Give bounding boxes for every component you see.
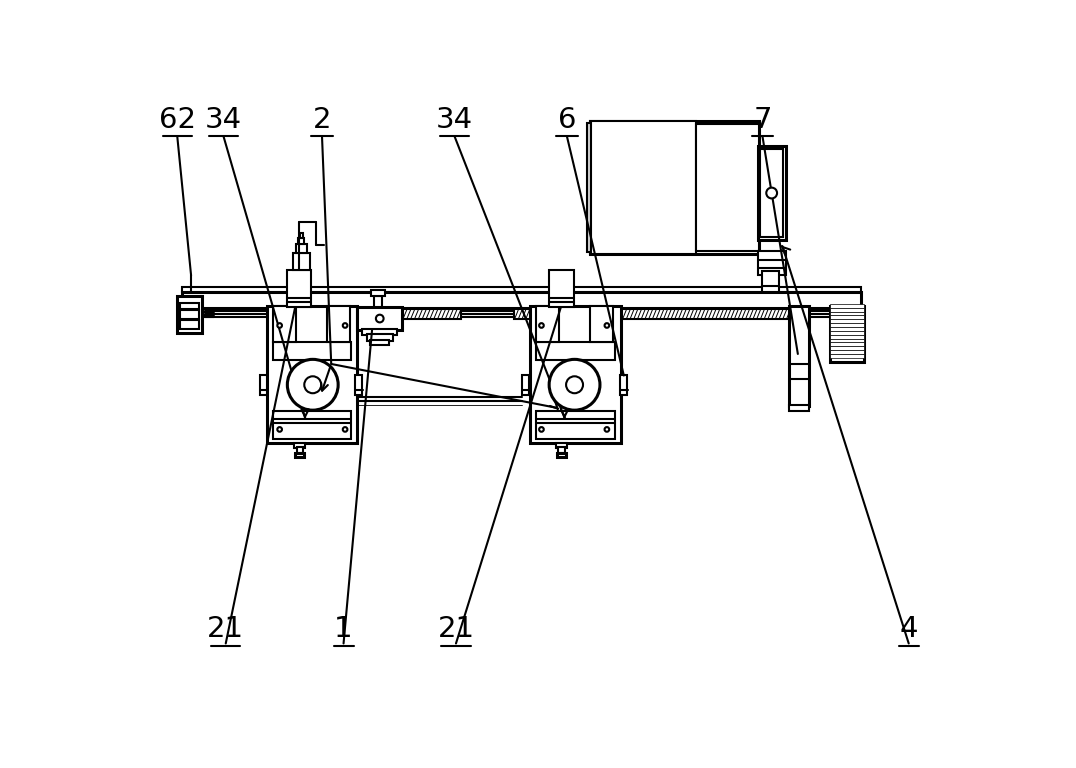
Bar xyxy=(272,306,296,342)
Circle shape xyxy=(766,187,777,198)
Bar xyxy=(831,304,864,308)
Bar xyxy=(831,306,864,362)
Bar xyxy=(758,251,785,276)
Circle shape xyxy=(539,323,543,328)
Bar xyxy=(831,331,864,335)
Circle shape xyxy=(605,323,609,328)
Bar xyxy=(831,339,864,343)
Bar xyxy=(760,149,783,237)
Circle shape xyxy=(343,427,348,432)
Bar xyxy=(789,306,809,406)
Bar xyxy=(294,442,306,448)
Text: 21: 21 xyxy=(438,615,475,644)
Circle shape xyxy=(549,359,600,410)
Circle shape xyxy=(278,427,282,432)
Circle shape xyxy=(305,376,322,393)
Text: 34: 34 xyxy=(204,106,242,134)
Bar xyxy=(586,123,592,253)
Bar xyxy=(536,342,614,360)
Bar xyxy=(298,237,305,244)
Bar xyxy=(272,411,351,439)
Bar xyxy=(292,310,461,319)
Bar xyxy=(371,290,385,296)
Bar xyxy=(370,340,390,346)
Bar xyxy=(355,375,362,395)
Bar xyxy=(696,124,760,251)
Bar xyxy=(514,310,790,319)
Bar xyxy=(789,405,809,411)
Bar xyxy=(590,121,760,254)
Bar xyxy=(758,146,785,240)
Circle shape xyxy=(343,323,348,328)
Bar xyxy=(831,350,864,354)
Bar xyxy=(181,320,199,329)
Text: 4: 4 xyxy=(900,615,918,644)
Bar xyxy=(556,442,567,448)
Bar xyxy=(831,327,864,331)
Circle shape xyxy=(566,376,583,393)
Bar xyxy=(549,270,574,307)
Bar xyxy=(297,447,302,453)
Bar xyxy=(590,121,696,254)
Bar xyxy=(620,375,627,395)
Bar xyxy=(522,375,529,395)
Bar xyxy=(286,270,311,307)
Bar xyxy=(293,253,310,270)
Bar xyxy=(182,293,861,308)
Bar xyxy=(763,271,779,293)
Bar xyxy=(590,306,613,342)
Bar xyxy=(260,375,267,395)
Text: 6: 6 xyxy=(557,106,576,134)
Circle shape xyxy=(605,427,609,432)
Bar xyxy=(831,316,864,319)
Bar xyxy=(272,342,351,360)
Bar xyxy=(831,312,864,316)
Circle shape xyxy=(287,359,338,410)
Bar xyxy=(831,308,864,312)
Circle shape xyxy=(539,427,543,432)
Bar xyxy=(367,334,393,341)
Bar xyxy=(181,303,199,310)
Circle shape xyxy=(278,323,282,328)
Bar xyxy=(557,452,566,457)
Bar xyxy=(831,319,864,323)
Bar xyxy=(299,233,302,237)
Bar xyxy=(831,343,864,346)
Text: 2: 2 xyxy=(313,106,331,134)
Bar xyxy=(267,306,357,443)
Bar xyxy=(178,296,202,333)
Bar xyxy=(536,411,614,439)
Bar xyxy=(536,306,560,342)
Bar xyxy=(296,244,307,253)
Bar xyxy=(558,447,565,453)
Text: 21: 21 xyxy=(208,615,244,644)
Bar xyxy=(181,310,199,319)
Text: 7: 7 xyxy=(753,106,771,134)
Bar xyxy=(362,329,397,336)
Bar xyxy=(831,354,864,358)
Bar xyxy=(831,335,864,339)
Bar xyxy=(182,287,861,293)
Text: 62: 62 xyxy=(159,106,196,134)
Bar xyxy=(295,452,305,457)
Circle shape xyxy=(376,315,383,323)
Bar xyxy=(374,296,382,307)
Text: 34: 34 xyxy=(436,106,473,134)
Bar xyxy=(831,323,864,327)
Bar xyxy=(831,346,864,350)
Bar xyxy=(529,306,621,443)
Bar xyxy=(327,306,350,342)
Text: 1: 1 xyxy=(335,615,353,644)
Bar xyxy=(357,307,402,330)
